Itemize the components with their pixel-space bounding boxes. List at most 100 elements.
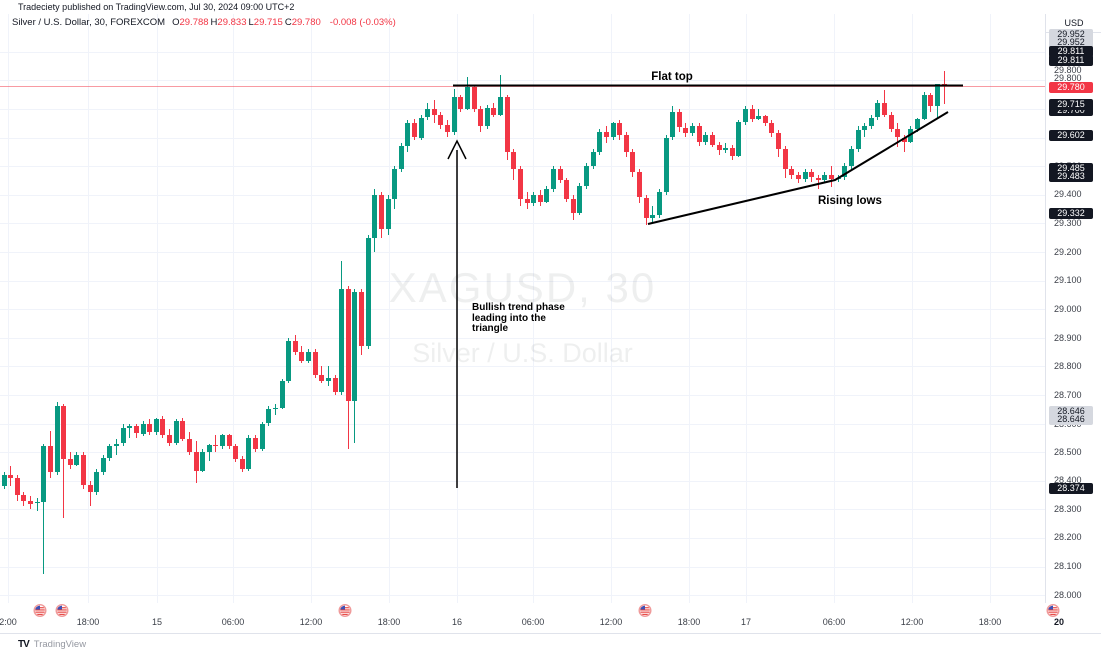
candle — [815, 177, 821, 181]
candle — [656, 191, 662, 215]
candle — [193, 452, 199, 471]
candle — [491, 107, 497, 115]
us-flag-event-icon[interactable] — [33, 603, 47, 622]
time-label: 06:00 — [822, 617, 846, 627]
price-label: 29.952 — [1049, 37, 1093, 48]
candle — [464, 87, 470, 109]
candle — [259, 423, 265, 450]
chart-pane[interactable]: XAGUSD, 30 Silver / U.S. Dollar Flat top… — [0, 14, 1045, 603]
candle — [531, 194, 537, 204]
candle — [114, 443, 119, 447]
candle — [253, 437, 259, 450]
candle — [676, 111, 682, 128]
symbol-legend[interactable]: Silver / U.S. Dollar, 30, FOREXCOM O29.7… — [12, 17, 396, 28]
candle — [87, 485, 93, 493]
rising-lows-trendline[interactable] — [647, 111, 949, 225]
candle — [54, 406, 60, 473]
gridline-h — [0, 423, 1045, 425]
price-label: 29.800 — [1054, 73, 1082, 83]
gridline-v — [233, 14, 234, 603]
price-label: 29.700 — [1049, 105, 1093, 116]
candle-wick — [116, 439, 117, 455]
candle — [306, 352, 311, 361]
rising-lows-label[interactable]: Rising lows — [818, 195, 882, 207]
candle — [934, 83, 940, 106]
candle — [392, 168, 398, 199]
candle — [663, 137, 669, 192]
flat-top-label[interactable]: Flat top — [651, 71, 693, 83]
us-flag-event-icon[interactable] — [1046, 603, 1060, 622]
candle-wick — [63, 403, 65, 518]
price-label: 29.100 — [1054, 275, 1082, 285]
gridline-v — [990, 14, 991, 603]
gridline-v — [8, 14, 9, 603]
gridline-h — [0, 509, 1045, 511]
time-label: 18:00 — [978, 617, 1002, 627]
candle — [431, 108, 437, 115]
symbol-description[interactable]: Silver / U.S. Dollar, 30, FOREXCOM — [12, 17, 166, 28]
time-label: 12:00 — [900, 617, 924, 627]
gridline-v — [389, 14, 390, 603]
candle — [61, 406, 67, 460]
time-axis[interactable]: 2:00 18:00 15 06:00 12:00 18:00 16 06:00 12:00 18… — [0, 603, 1101, 633]
candle — [921, 94, 927, 119]
candle — [584, 166, 590, 187]
candle — [220, 434, 225, 447]
candle-wick — [43, 443, 45, 574]
price-label: 29.800 — [1054, 65, 1082, 75]
gridline-h — [0, 137, 1045, 139]
candle — [544, 189, 550, 202]
candle — [564, 180, 570, 199]
time-label: 17 — [740, 617, 752, 627]
trend-note-line: Bullish trend phase — [472, 302, 565, 313]
candle — [266, 409, 272, 424]
candle — [160, 419, 166, 435]
candle — [610, 123, 616, 138]
time-label: 18:00 — [377, 617, 401, 627]
candle-wick — [208, 443, 210, 461]
candle — [928, 94, 934, 106]
price-label: 29.715 — [1049, 99, 1093, 110]
gridline-h — [0, 51, 1045, 53]
candle — [180, 420, 186, 440]
candle — [643, 197, 649, 218]
us-flag-event-icon[interactable] — [55, 603, 69, 622]
candle — [1, 475, 7, 487]
candle — [451, 97, 457, 132]
candle — [855, 130, 861, 149]
gridline-v — [611, 14, 612, 603]
candle — [498, 97, 503, 115]
us-flag-event-icon[interactable] — [638, 603, 652, 622]
candle — [822, 174, 828, 181]
candle — [742, 108, 748, 122]
candle — [650, 214, 656, 218]
price-label: 29.483 — [1049, 171, 1093, 182]
candle — [352, 291, 358, 401]
candle — [517, 168, 523, 199]
candle — [537, 194, 543, 202]
candle — [478, 108, 484, 127]
trend-note-line: triangle — [472, 323, 509, 334]
tradingview-logo[interactable]: TV TradingView — [18, 639, 86, 650]
price-label: 29.952 — [1049, 29, 1093, 40]
candle — [848, 148, 854, 167]
candle — [570, 199, 576, 214]
candle — [47, 446, 53, 473]
candle — [868, 117, 874, 127]
candle — [14, 477, 20, 495]
candle — [862, 126, 868, 131]
us-flag-event-icon[interactable] — [338, 603, 352, 622]
gridline-h — [0, 537, 1045, 539]
tv-logo-icon: TV — [18, 639, 30, 650]
price-axis[interactable]: USD 29.952 29.952 29.811 29.811 29.800 29.800… — [1045, 14, 1101, 633]
candle — [703, 134, 709, 142]
candle — [901, 137, 907, 142]
candle-wick — [129, 423, 131, 438]
time-label: 16 — [451, 617, 463, 627]
candle — [471, 87, 477, 109]
candle — [723, 147, 729, 151]
candle — [524, 199, 530, 204]
candle — [895, 128, 901, 138]
publish-header: Tradeciety published on TradingView.com,… — [0, 0, 1101, 15]
trend-note-label[interactable]: Bullish trend phase leading into the tri… — [472, 302, 565, 335]
